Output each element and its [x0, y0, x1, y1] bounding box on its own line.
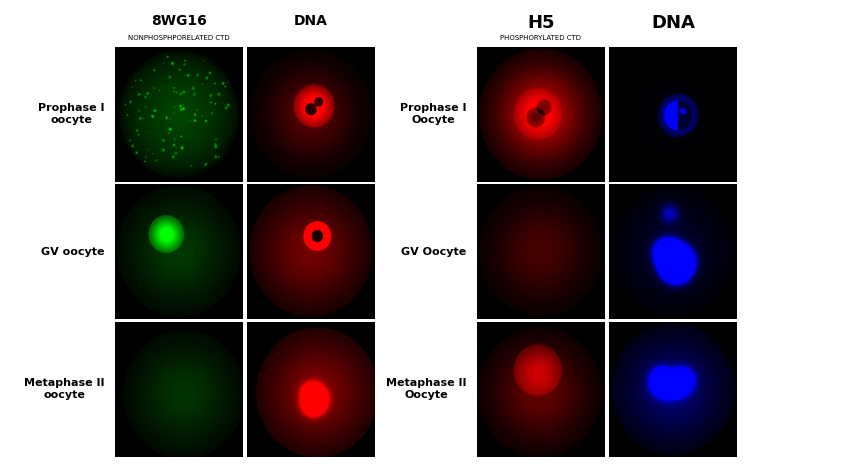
Text: Prophase I
oocyte: Prophase I oocyte — [38, 103, 105, 125]
Text: NONPHOSPHPORELATED CTD: NONPHOSPHPORELATED CTD — [128, 35, 230, 41]
Text: GV Oocyte: GV Oocyte — [401, 247, 467, 257]
Text: GV oocyte: GV oocyte — [41, 247, 105, 257]
Text: 8WG16: 8WG16 — [151, 14, 206, 28]
Text: Metaphase II
oocyte: Metaphase II oocyte — [24, 378, 105, 400]
Text: PHOSPHORYLATED CTD: PHOSPHORYLATED CTD — [500, 35, 581, 41]
Text: DNA: DNA — [294, 14, 328, 28]
Text: DNA: DNA — [651, 14, 695, 32]
Text: Prophase I
Oocyte: Prophase I Oocyte — [400, 103, 467, 125]
Text: H5: H5 — [527, 14, 555, 32]
Text: Metaphase II
Oocyte: Metaphase II Oocyte — [386, 378, 467, 400]
